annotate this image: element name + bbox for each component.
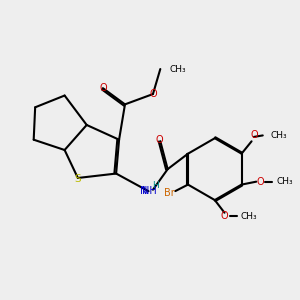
- Text: CH₃: CH₃: [277, 177, 293, 186]
- Text: S: S: [74, 174, 81, 184]
- Text: CH₃: CH₃: [241, 212, 257, 221]
- Text: Br: Br: [164, 188, 175, 198]
- Text: O: O: [250, 130, 258, 140]
- Text: O: O: [257, 177, 265, 187]
- Text: CH₃: CH₃: [270, 131, 287, 140]
- Text: N: N: [140, 186, 147, 196]
- Text: O: O: [149, 89, 157, 99]
- Text: O: O: [99, 83, 107, 93]
- Text: CH₃: CH₃: [169, 64, 186, 74]
- Text: O: O: [155, 135, 163, 145]
- Text: O: O: [221, 211, 228, 221]
- Text: H: H: [152, 182, 158, 190]
- Text: NH: NH: [142, 186, 157, 196]
